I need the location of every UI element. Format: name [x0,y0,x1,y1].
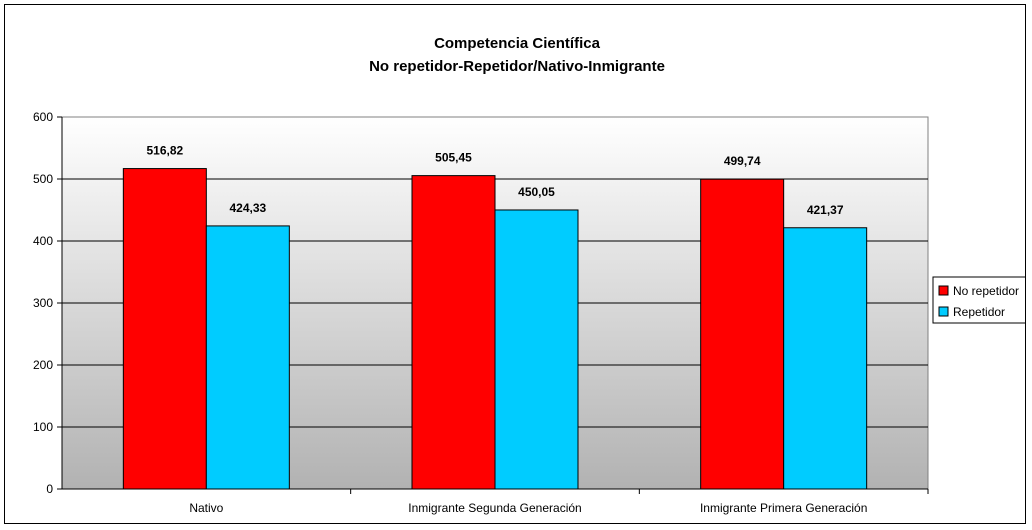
y-tick-label: 400 [33,234,53,248]
data-label: 505,45 [435,151,472,165]
data-label: 424,33 [229,201,266,215]
bar-repetidor-1 [494,209,579,490]
y-tick-label: 100 [33,420,53,434]
y-tick-label: 500 [33,172,53,186]
y-tick-label: 0 [46,482,53,496]
bar-repetidor-0 [205,225,290,490]
y-tick-label: 200 [33,358,53,372]
legend-swatch-no-repetidor [938,285,949,296]
legend-label-repetidor: Repetidor [953,305,1005,319]
axes: 0 100 200 300 400 500 600 Nativo Inmigrante Segu… [33,110,929,515]
bars: 516,82 424,33 505,45 450,05 499,74 421,37 [122,144,868,490]
x-tick-label: Inmigrante Segunda Generación [408,501,581,515]
bar-no-repetidor-1 [411,175,496,490]
y-tick-label: 600 [33,110,53,124]
bar-chart: Competencia Científica No repetidor-Repe… [33,35,1025,515]
legend-swatch-repetidor [938,306,949,317]
x-tick-label: Inmigrante Primera Generación [700,501,867,515]
chart-title: Competencia Científica [434,35,601,52]
legend-label-no-repetidor: No repetidor [953,284,1019,298]
bar-repetidor-2 [783,227,868,490]
bar-no-repetidor-2 [700,178,785,490]
y-tick-label: 300 [33,296,53,310]
data-label: 450,05 [518,185,555,199]
data-label: 499,74 [724,154,761,168]
legend: No repetidor Repetidor [932,276,1025,324]
chart-subtitle: No repetidor-Repetidor/Nativo-Inmigrante [369,58,665,75]
data-label: 516,82 [146,144,183,158]
data-label: 421,37 [807,203,844,217]
chart-frame: Competencia Científica No repetidor-Repe… [4,4,1026,524]
bar-no-repetidor-0 [122,168,207,490]
x-tick-label: Nativo [189,501,223,515]
